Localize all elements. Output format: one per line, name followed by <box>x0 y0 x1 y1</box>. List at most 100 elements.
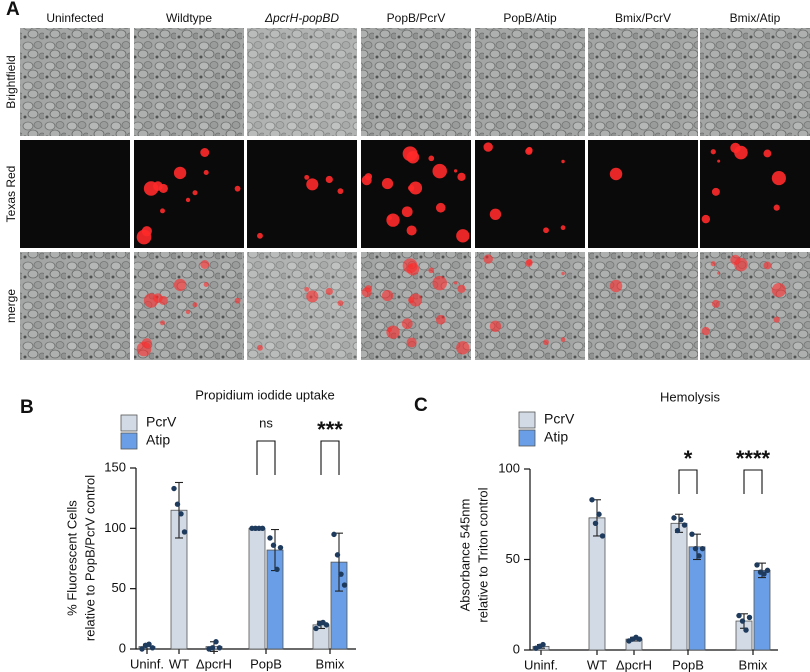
fluorescent-cell <box>773 204 780 211</box>
fluorescent-cell <box>773 316 780 323</box>
fluorescent-cell <box>257 232 263 239</box>
brightfield-image <box>588 28 698 136</box>
significance-bracket <box>678 469 698 494</box>
replicate-point <box>139 646 145 652</box>
fluorescent-cell <box>153 181 163 191</box>
replicate-point <box>146 641 152 647</box>
replicate-point <box>209 645 216 651</box>
fluorescent-cell <box>306 290 319 303</box>
fluorescence-image <box>475 140 585 248</box>
replicate-point <box>746 614 753 621</box>
fluorescent-cell <box>361 175 372 186</box>
significance-bracket <box>256 440 276 475</box>
y-axis-label: relative to Triton control <box>475 487 490 622</box>
fluorescent-cell <box>609 167 623 181</box>
fluorescent-cell <box>381 289 394 302</box>
x-tick-label: Bmix <box>739 657 768 672</box>
fluorescent-cell <box>435 202 446 213</box>
replicate-point <box>743 627 749 633</box>
fluorescent-cell <box>525 259 533 267</box>
significance-label: *** <box>317 417 343 442</box>
fluorescent-cell <box>730 254 741 265</box>
replicate-point <box>671 515 677 521</box>
fluorescent-cell <box>428 155 435 162</box>
column-label: PopB/Atip <box>503 11 557 25</box>
brightfield-image <box>361 28 471 136</box>
y-axis-label: relative to PopB/PcrV control <box>82 475 97 641</box>
fluorescent-cell <box>386 325 400 339</box>
fluorescent-cell <box>306 178 319 191</box>
replicate-point <box>149 645 156 651</box>
replicate-point <box>270 542 277 548</box>
fluorescent-cell <box>489 208 502 220</box>
fluorescent-cell <box>200 260 210 269</box>
bar <box>248 527 266 650</box>
replicate-point <box>636 636 643 642</box>
x-tick-label: Uninf. <box>130 656 164 671</box>
fluorescent-cell <box>406 151 420 164</box>
replicate-point <box>692 545 699 552</box>
fluorescent-cell <box>325 287 333 296</box>
replicate-point <box>274 566 280 573</box>
replicate-point <box>213 639 219 645</box>
y-tick-label: 100 <box>498 460 520 475</box>
x-tick-label: ΔpcrH <box>616 657 652 672</box>
column-label: Bmix/Atip <box>730 11 781 25</box>
fluorescent-cell <box>192 190 198 196</box>
replicate-point <box>739 618 746 624</box>
fluorescent-cell <box>406 263 420 276</box>
replicate-point <box>599 533 606 539</box>
replicate-point <box>267 535 273 541</box>
fluorescent-cell <box>701 326 711 336</box>
x-tick-label: Uninf. <box>524 657 558 672</box>
replicate-point <box>216 645 223 651</box>
legend-label: PcrV <box>544 411 575 427</box>
fluorescent-cell <box>337 188 344 195</box>
fluorescent-cell <box>710 261 716 267</box>
replicate-point <box>259 525 266 532</box>
fluorescent-cell <box>543 227 549 234</box>
fluorescent-cell <box>561 271 565 276</box>
x-tick-label: WT <box>169 656 189 671</box>
merge-image <box>588 252 698 360</box>
replicate-point <box>596 511 602 517</box>
fluorescence-image <box>588 140 698 248</box>
replicate-point <box>181 529 188 535</box>
fluorescent-cell <box>325 175 333 184</box>
fluorescent-cell <box>409 181 423 195</box>
fluorescent-cell <box>483 142 493 152</box>
fluorescent-cell <box>456 229 470 243</box>
significance-label: * <box>684 446 693 471</box>
brightfield-image <box>475 28 585 136</box>
fluorescent-cell <box>711 299 720 308</box>
column-label: PopB/PcrV <box>387 11 446 25</box>
merge-image <box>475 252 585 360</box>
fluorescent-cell <box>361 287 372 298</box>
fluorescent-cell <box>763 261 772 270</box>
fluorescent-cell <box>160 208 165 214</box>
brightfield-image <box>700 28 810 136</box>
y-axis-label: % Fluorescent Cells <box>64 500 79 616</box>
column-label: ΔpcrH-popBD <box>264 11 339 25</box>
fluorescent-cell <box>234 185 241 192</box>
replicate-point <box>334 552 341 558</box>
x-tick-label: WT <box>587 657 607 672</box>
fluorescent-cell <box>409 293 423 307</box>
fluorescent-cell <box>525 147 533 155</box>
y-axis-label: Absorbance 545nm <box>457 499 472 612</box>
significance-label: **** <box>736 446 771 471</box>
fluorescent-cell <box>173 166 187 180</box>
y-tick-label: 100 <box>104 520 126 535</box>
fluorescence-image <box>247 140 357 248</box>
fluorescent-cell <box>160 320 165 326</box>
y-tick-label: 50 <box>506 551 520 566</box>
fluorescent-cell <box>710 149 716 155</box>
brightfield-image <box>247 28 357 136</box>
fluorescent-cell <box>185 197 191 203</box>
panel-letter: B <box>20 397 34 418</box>
column-label: Bmix/PcrV <box>615 11 671 25</box>
fluorescent-cell <box>717 159 721 163</box>
fluorescent-cell <box>304 286 310 292</box>
fluorescent-cell <box>337 300 344 307</box>
